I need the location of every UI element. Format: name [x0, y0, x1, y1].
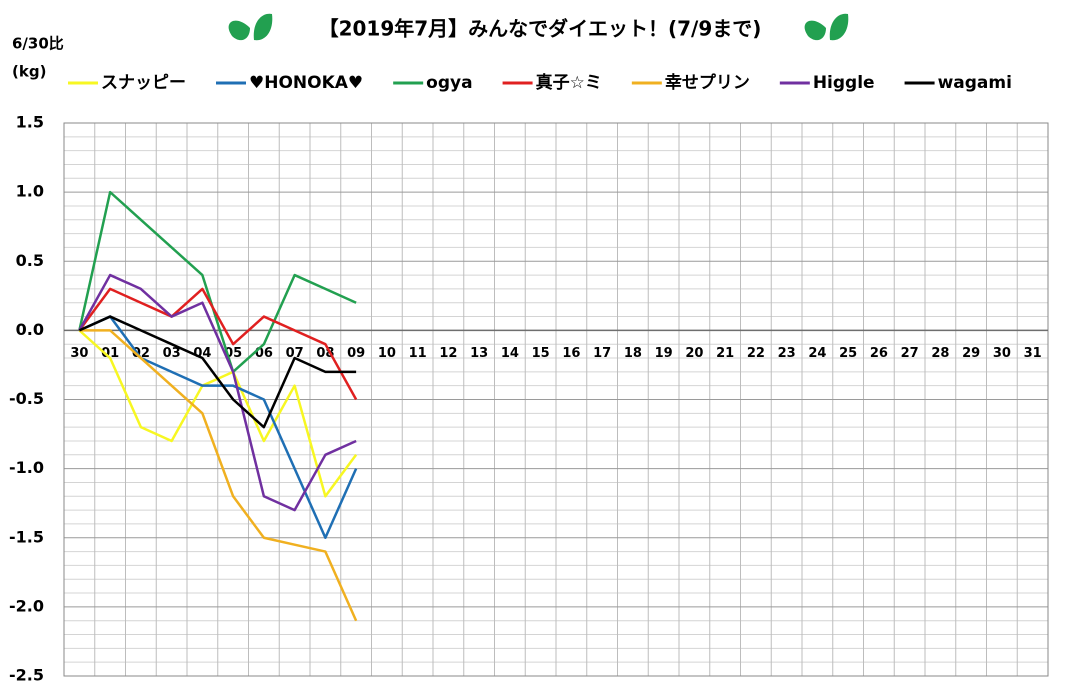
y-tick-label: -1.0: [9, 458, 44, 477]
y-tick-label: 0.0: [16, 320, 44, 339]
chart-title: 【2019年7月】みんなでダイエット！(7/9まで): [319, 17, 762, 41]
x-tick-label: 06: [255, 346, 273, 361]
y-tick-label: -1.5: [9, 527, 44, 546]
legend-label: ♥HONOKA♥: [249, 73, 363, 93]
series-line: [78, 190, 357, 374]
x-tick-label: 23: [778, 346, 796, 361]
y-axis-label: 6/30比: [12, 35, 64, 53]
y-tick-label: -2.5: [9, 666, 44, 685]
x-tick-label: 03: [163, 346, 181, 361]
x-tick-label: 26: [870, 346, 888, 361]
y-tick-label: -0.5: [9, 389, 44, 408]
x-tick-label: 14: [501, 346, 519, 361]
x-tick-label: 30: [993, 346, 1011, 361]
x-tick-label: 22: [747, 346, 765, 361]
x-tick-label: 08: [316, 346, 334, 361]
series-line: [78, 287, 358, 401]
y-tick-label: 1.5: [16, 113, 44, 132]
x-tick-label: 25: [839, 346, 857, 361]
legend-label: スナッピー: [101, 73, 186, 93]
series-line: [78, 273, 357, 512]
series-line: [78, 315, 358, 539]
x-tick-label: 18: [624, 346, 642, 361]
legend-label: wagami: [938, 73, 1012, 93]
x-tick-label: 30: [70, 346, 88, 361]
x-tick-label: 27: [901, 346, 919, 361]
x-tick-label: 16: [562, 346, 580, 361]
y-tick-label: 1.0: [16, 182, 44, 201]
y-tick-label: 0.5: [16, 251, 44, 270]
x-tick-label: 20: [685, 346, 703, 361]
x-tick-label: 31: [1024, 346, 1042, 361]
leaf-icon: [228, 13, 849, 41]
y-tick-label: -2.0: [9, 596, 44, 615]
x-tick-label: 13: [470, 346, 488, 361]
plot-border: [63, 122, 1049, 677]
x-tick-label: 11: [409, 346, 427, 361]
x-tick-label: 29: [962, 346, 980, 361]
x-tick-label: 02: [132, 346, 150, 361]
x-tick-label: 01: [101, 346, 119, 361]
x-tick-label: 28: [931, 346, 949, 361]
x-tick-label: 10: [378, 346, 396, 361]
series-line: [78, 315, 357, 429]
legend-label: ogya: [426, 73, 472, 93]
x-tick-label: 09: [347, 346, 365, 361]
legend-label: 真子☆ミ: [536, 72, 602, 93]
x-tick-label: 21: [716, 346, 734, 361]
x-tick-label: 07: [286, 346, 304, 361]
legend-label: Higgle: [813, 73, 875, 93]
x-tick-label: 17: [593, 346, 611, 361]
x-tick-label: 24: [808, 346, 826, 361]
legend-label: 幸せプリン: [665, 72, 750, 93]
y-axis-unit: (kg): [12, 63, 46, 81]
x-tick-label: 15: [532, 346, 550, 361]
series-line: [79, 329, 358, 622]
x-tick-label: 19: [655, 346, 673, 361]
x-tick-label: 12: [439, 346, 457, 361]
